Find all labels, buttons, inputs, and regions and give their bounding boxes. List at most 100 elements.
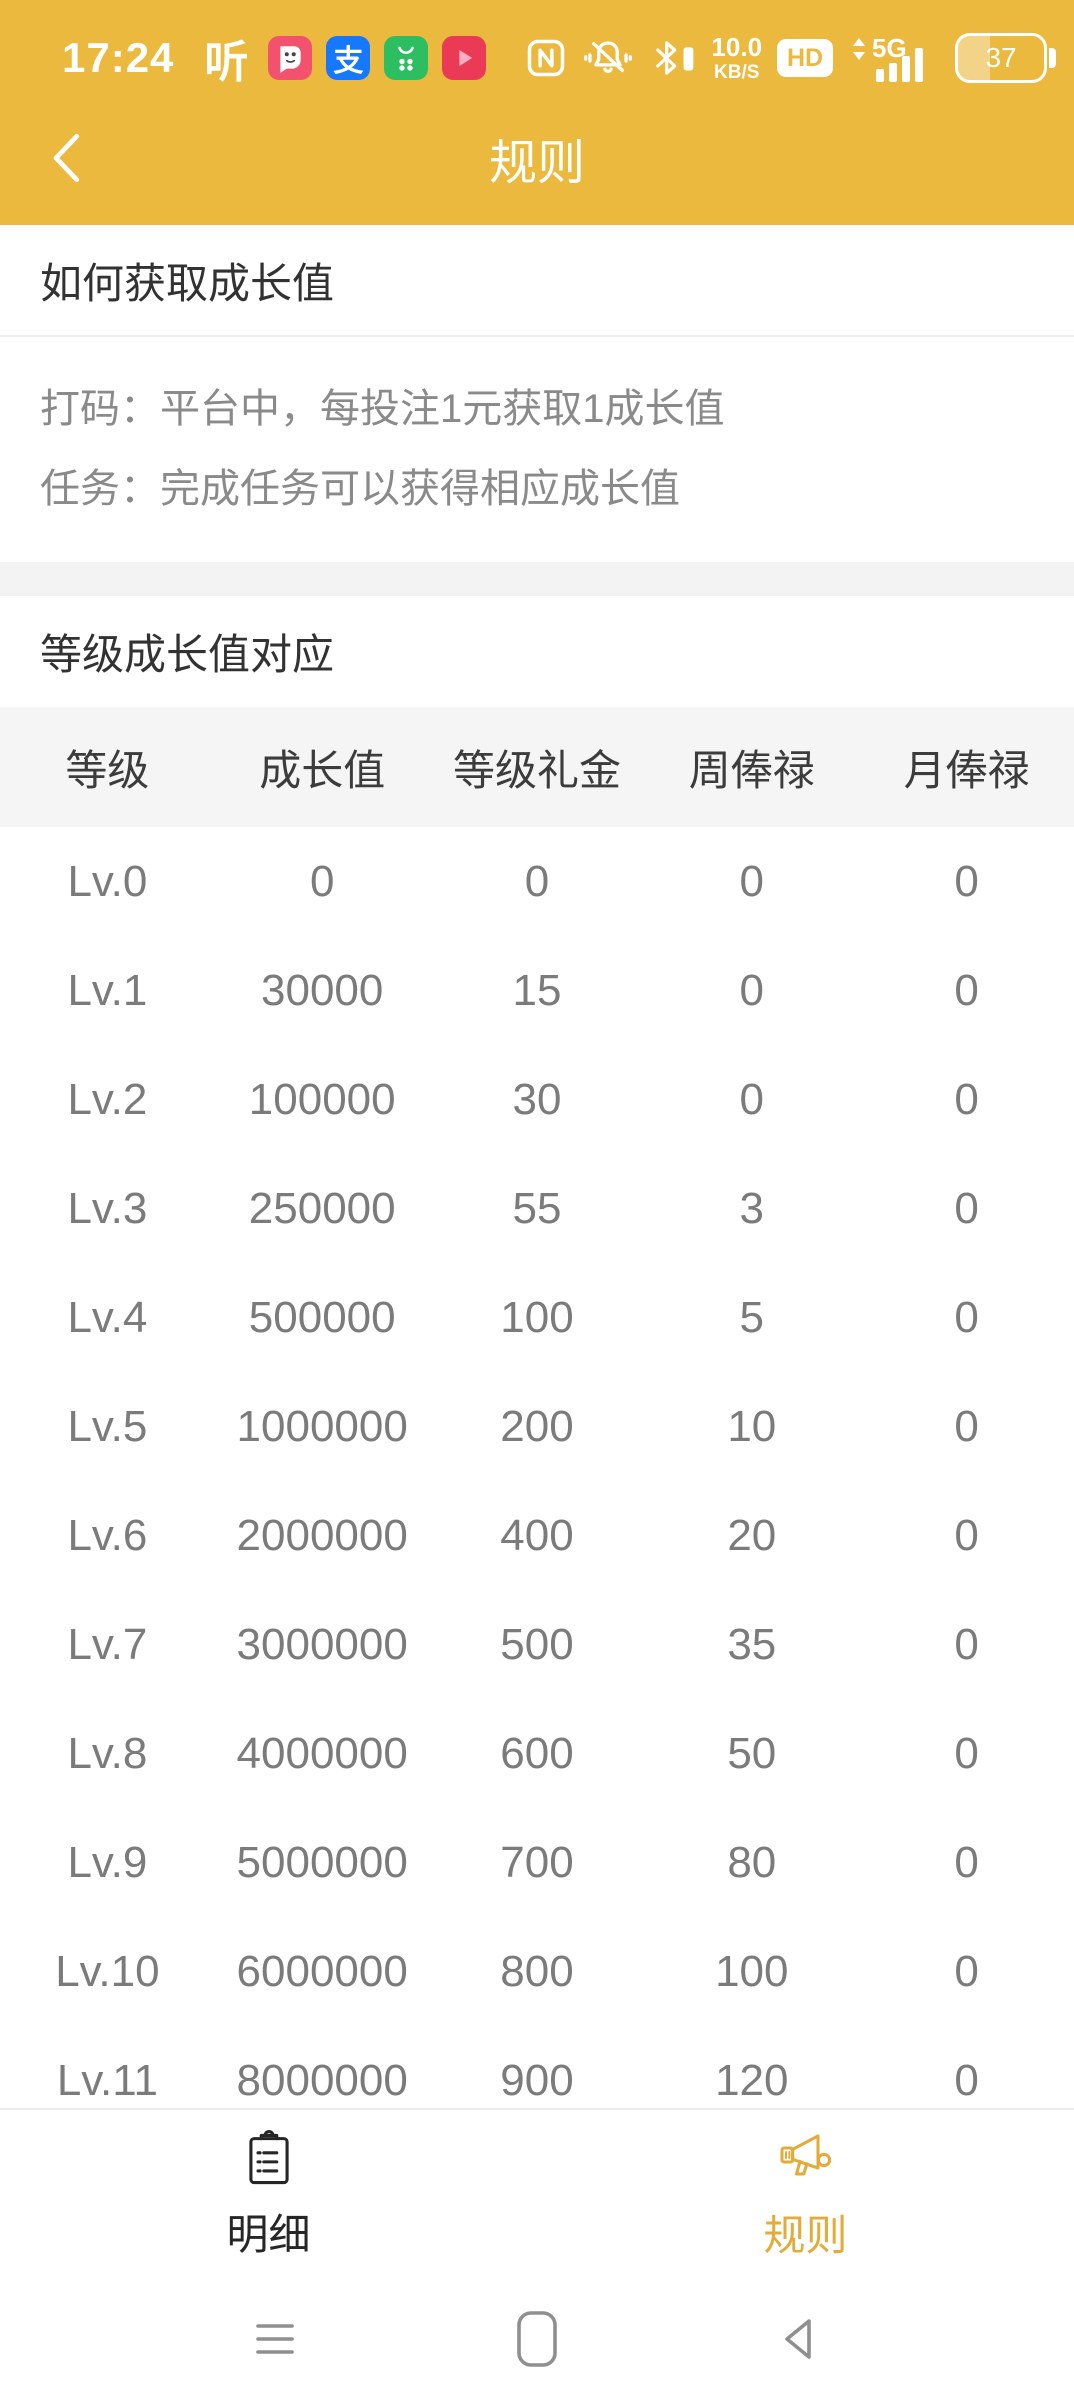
tab-details[interactable]: 明细: [0, 2110, 537, 2278]
column-header: 等级: [65, 746, 150, 794]
table-cell: 0: [739, 856, 765, 906]
table-cell: 55: [512, 1183, 562, 1233]
table-row: Lv.2 100000 30 0 0: [0, 1045, 1074, 1154]
alipay-glyph: 支: [333, 45, 364, 78]
chat-app-icon: [268, 36, 313, 80]
status-right-cluster: 10.0 KB/S HD 5G 37: [524, 31, 1048, 85]
chevron-left-icon: [53, 133, 80, 182]
table-row: Lv.4 500000 100 5 0: [0, 1263, 1074, 1372]
table-cell: Lv.11: [56, 2055, 158, 2105]
table-cell: 0: [954, 1183, 979, 1233]
table-cell: Lv.0: [67, 856, 148, 906]
table-row: Lv.8 4000000 600 50 0: [0, 1699, 1074, 1808]
table-cell: 30: [512, 1074, 562, 1124]
network-speed: 10.0 KB/S: [711, 34, 762, 82]
play-icon: [459, 49, 473, 67]
signal-5g-icon: 5G: [853, 33, 924, 82]
table-cell: Lv.10: [55, 1946, 160, 1996]
table-cell: 5: [739, 1292, 765, 1342]
back-nav-button[interactable]: [776, 2314, 822, 2364]
table-cell: Lv.7: [67, 1619, 148, 1669]
listen-glyph-icon: 听: [204, 38, 249, 87]
table-cell: Lv.3: [67, 1183, 148, 1233]
table-cell: 0: [954, 1946, 979, 1996]
content: 如何获取成长值 打码：平台中，每投注1元获取1成长值 任务：完成任务可以获得相应…: [0, 225, 1074, 2400]
rule-line: 任务：完成任务可以获得相应成长值: [40, 467, 680, 511]
hd-icon: HD: [777, 39, 834, 77]
table-cell: 200: [500, 1401, 574, 1451]
level-table-header: 等级 成长值 等级礼金 周俸禄 月俸禄: [0, 707, 1074, 827]
table-cell: Lv.1: [67, 965, 148, 1015]
table-cell: 0: [954, 2055, 979, 2105]
table-cell: 0: [954, 965, 979, 1015]
section-divider-strip: [0, 562, 1074, 596]
table-cell: 600: [500, 1728, 574, 1778]
alipay-app-icon: 支: [326, 36, 371, 80]
table-cell: 500: [500, 1619, 574, 1669]
table-cell: 20: [727, 1510, 777, 1560]
app-header: 规则: [0, 90, 1074, 225]
table-row: Lv.5 1000000 200 10 0: [0, 1372, 1074, 1481]
table-cell: 100: [715, 1946, 789, 1996]
rule-line: 打码：平台中，每投注1元获取1成长值: [40, 387, 725, 431]
table-cell: 50: [727, 1728, 777, 1778]
table-cell: 30000: [261, 965, 384, 1015]
table-row: Lv.6 2000000 400 20 0: [0, 1481, 1074, 1590]
clock: 17:24: [62, 34, 175, 81]
table-cell: 120: [715, 2055, 789, 2105]
tab-details-label: 明细: [226, 2210, 311, 2258]
table-cell: 3: [739, 1183, 765, 1233]
svg-text:5G: 5G: [872, 33, 907, 63]
mute-bell-icon: [584, 41, 633, 73]
table-cell: 0: [954, 856, 979, 906]
status-bar: 17:24 听 支: [0, 0, 1074, 90]
table-cell: 0: [739, 1074, 765, 1124]
battery-fill: [958, 36, 990, 80]
table-cell: 900: [500, 2055, 574, 2105]
table-cell: 0: [739, 965, 765, 1015]
levels-section-title: 等级成长值对应: [40, 631, 335, 678]
table-cell: 80: [727, 1837, 777, 1887]
recents-icon: [256, 2324, 294, 2354]
column-header: 等级礼金: [452, 746, 621, 794]
back-button[interactable]: [38, 123, 98, 193]
network-speed-value: 10.0: [711, 32, 763, 62]
table-cell: 500000: [248, 1292, 396, 1342]
table-cell: 0: [524, 856, 550, 906]
table-cell: 35: [727, 1619, 777, 1669]
table-cell: 700: [500, 1837, 574, 1887]
home-button[interactable]: [513, 2308, 561, 2370]
tab-rules[interactable]: 规则: [537, 2110, 1074, 2278]
table-cell: 2000000: [236, 1510, 408, 1560]
tab-rules-label: 规则: [763, 2211, 848, 2259]
recents-button[interactable]: [252, 2318, 298, 2360]
table-cell: 0: [954, 1510, 979, 1560]
bluetooth-icon: [656, 41, 694, 75]
table-cell: 4000000: [236, 1728, 408, 1778]
table-cell: 100000: [248, 1074, 396, 1124]
table-row: Lv.0 0 0 0 0: [0, 827, 1074, 936]
table-cell: 800: [500, 1946, 574, 1996]
table-cell: 15: [512, 965, 562, 1015]
table-row: Lv.7 3000000 500 35 0: [0, 1590, 1074, 1699]
home-icon: [517, 2311, 557, 2367]
table-cell: 3000000: [236, 1619, 408, 1669]
tab-bar: 明细 规则: [0, 2108, 1074, 2278]
how-section-title: 如何获取成长值: [0, 225, 1074, 337]
table-cell: 0: [309, 856, 335, 906]
speech-bubble-face-icon: [280, 46, 302, 73]
column-header: 月俸禄: [903, 746, 1030, 794]
table-cell: 0: [954, 1074, 979, 1124]
table-cell: Lv.5: [67, 1401, 148, 1451]
table-cell: 0: [954, 1728, 979, 1778]
table-cell: 1000000: [236, 1401, 408, 1451]
table-cell: 0: [954, 1292, 979, 1342]
column-header: 周俸禄: [688, 746, 815, 794]
table-cell: 250000: [248, 1183, 396, 1233]
market-glyph-icon: [398, 46, 415, 71]
level-table-body: Lv.0 0 0 0 0 Lv.1 30000 15 0 0 Lv.2 100000 30 0 0 Lv.3 2…: [0, 827, 1074, 2135]
clipboard-icon: [248, 2129, 289, 2184]
table-cell: 0: [954, 1837, 979, 1887]
network-speed-unit: KB/S: [714, 62, 760, 83]
table-cell: 100: [500, 1292, 574, 1342]
